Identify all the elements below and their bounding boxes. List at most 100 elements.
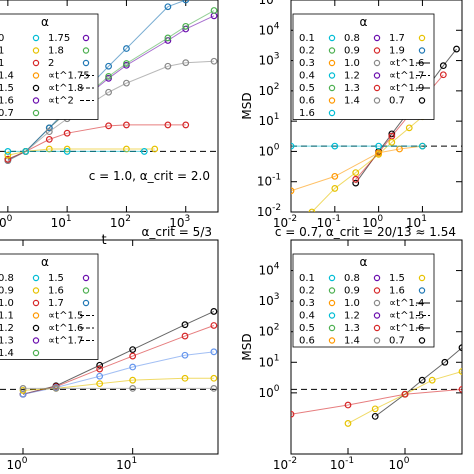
legend-marker [32, 349, 40, 357]
data-point-1.4 [123, 121, 130, 129]
legend-marker [418, 34, 426, 42]
series-line-1.4 [7, 124, 186, 160]
data-point-0.7 [401, 390, 409, 398]
legend-entry: 0.4 [299, 71, 315, 82]
data-point-1.2 [458, 368, 462, 375]
legend-marker [328, 324, 336, 332]
data-point-1.3 [210, 348, 218, 356]
legend-marker [328, 84, 336, 92]
series-line-1.4 [311, 116, 423, 212]
data-point-0 [22, 148, 30, 155]
legend-entry: 1.0 [344, 298, 360, 309]
x-tick-label: 100 [388, 456, 409, 472]
series-line-1 [7, 148, 155, 156]
data-point-2 [105, 62, 112, 70]
y-tick-label: 105 [258, 0, 279, 7]
legend-entry: 1.5 [0, 83, 14, 94]
legend-entry: 0.5 [299, 323, 315, 334]
data-point-1.7 [352, 175, 360, 183]
x-tick-label: 10-2 [273, 456, 297, 472]
panel-title: c = 0.7, α_crit = 20/13 ≈ 1.54 [275, 225, 456, 239]
legend-marker [373, 47, 381, 54]
data-point-1.3 [129, 363, 137, 371]
legend-entry: 1.6 [299, 108, 315, 119]
data-point-0.1 [375, 142, 383, 150]
legend-marker [373, 299, 381, 307]
legend-marker [373, 97, 381, 104]
data-point-0 [140, 148, 148, 155]
legend-marker [328, 299, 336, 307]
plot-frame [0, 239, 219, 455]
data-point-1.0 [331, 172, 339, 180]
legend-marker [373, 72, 381, 79]
data-point-1.2 [371, 405, 379, 413]
plot-frame [290, 239, 463, 455]
legend-entry: 1.3 [0, 336, 14, 347]
data-point-1.6 [45, 128, 53, 136]
data-point-1.6 [105, 88, 112, 96]
data-point-1.8 [182, 22, 190, 30]
data-point-0.1 [419, 142, 426, 150]
data-point-1.4 [182, 121, 190, 129]
panel-top-right: 10-210-110010110-210-1100101102103104105… [240, 0, 463, 230]
legend-entry: 2 [48, 58, 54, 69]
legend-entry: 1.3 [344, 83, 360, 94]
legend-entry: 1 [0, 46, 4, 57]
legend-marker [32, 274, 40, 282]
legend-entry: ∝t^1.8 [48, 83, 83, 94]
data-point-1.4 [331, 185, 339, 192]
legend-entry: 1.5 [48, 273, 64, 284]
data-point-0.8 [52, 384, 60, 392]
data-point-1.7 [439, 71, 447, 79]
legend-entry: 1.8 [48, 46, 64, 57]
legend-title: α [360, 255, 368, 269]
data-point-1.7 [96, 361, 104, 369]
legend-marker [418, 274, 426, 282]
legend-marker [32, 337, 40, 344]
legend-marker [82, 34, 90, 42]
legend-marker [328, 287, 336, 294]
data-point-1.4 [4, 155, 12, 163]
legend-marker [373, 84, 381, 92]
legend-marker [32, 312, 40, 319]
legend-marker [32, 287, 40, 294]
legend-marker [32, 324, 40, 332]
data-point-1.4 [45, 135, 53, 143]
legend-marker [32, 84, 40, 92]
panel-bottom-left: 100101tα_crit = 5/3α0.81.50.91.61.01.71.… [0, 225, 219, 472]
legend-entry: ∝t^1.75 [48, 71, 90, 82]
legend-entry: 1.6 [389, 286, 405, 297]
legend-marker [328, 109, 336, 117]
legend-entry: 1.4 [344, 96, 360, 107]
data-point-1.7 [210, 308, 218, 315]
y-tick-label: 100 [258, 384, 279, 400]
data-point-1.3 [96, 372, 104, 380]
legend-entry: 0.6 [299, 336, 315, 347]
legend-entry: 0.8 [344, 273, 360, 284]
y-tick-label: 101 [258, 353, 279, 369]
data-point-1.4 [388, 138, 396, 146]
y-tick-label: 100 [258, 142, 279, 158]
data-point-0.1 [331, 142, 339, 150]
series-line-0.7 [291, 388, 462, 415]
legend-title: α [360, 15, 368, 29]
legend-entry: 0.6 [299, 96, 315, 107]
legend-marker [328, 97, 336, 104]
legend-marker [328, 337, 336, 344]
legend-entry: 0.8 [0, 273, 14, 284]
legend-entry: ∝t^1.7 [48, 336, 83, 347]
data-layer [291, 344, 462, 427]
legend-entry: 0.5 [299, 83, 315, 94]
data-point-1.4 [63, 129, 71, 137]
legend-entry: 0.7 [389, 336, 405, 347]
y-tick-label: 101 [258, 112, 279, 128]
legend-entry: 0.9 [0, 286, 14, 297]
legend-box [0, 13, 99, 120]
y-axis-label: MSD [240, 333, 254, 360]
data-point-0.8 [129, 384, 137, 392]
legend-entry: 0.1 [299, 33, 315, 44]
plot-frame [0, 0, 219, 213]
legend-entry: 1.5 [389, 273, 405, 284]
data-point-0 [4, 148, 12, 155]
legend-marker [373, 324, 381, 332]
